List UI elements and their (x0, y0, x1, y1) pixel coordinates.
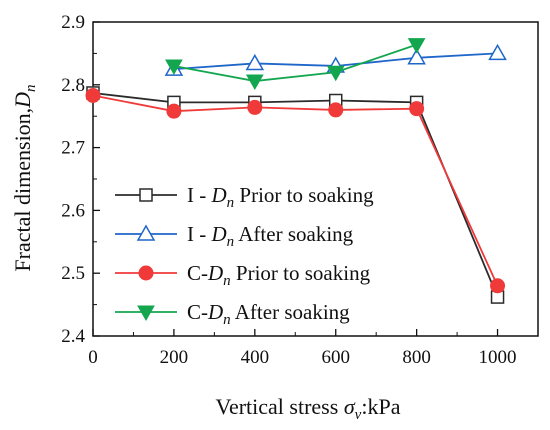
x-tick-label: 200 (160, 347, 189, 368)
legend-item-2: I - Dn After soaking (115, 222, 354, 250)
y-tick-label: 2.6 (61, 200, 85, 221)
y-tick-label: 2.4 (61, 326, 85, 347)
x-tick-label: 400 (241, 347, 270, 368)
series-layer (85, 38, 507, 304)
data-point (326, 65, 345, 82)
data-point (488, 43, 507, 61)
plot-border (92, 21, 539, 337)
y-tick-label: 2.9 (61, 12, 85, 33)
data-point (166, 103, 182, 119)
x-axis-ticks: 0 200 400 600 800 1000 (88, 329, 517, 368)
x-axis-label: Vertical stress σv:kPa (216, 394, 401, 423)
data-point (245, 53, 265, 71)
legend-marker (136, 224, 156, 241)
data-point (490, 278, 506, 294)
y-axis-label: Fractal dimension,Dn (10, 84, 39, 271)
data-point (407, 48, 426, 65)
y-axis-ticks: 2.4 2.5 2.6 2.7 2.8 2.9 (61, 12, 100, 347)
data-point (409, 101, 425, 117)
legend-item-3: C-Dn Prior to soaking (115, 261, 371, 289)
data-point (407, 38, 426, 54)
legend-marker (137, 305, 155, 322)
x-tick-label: 800 (402, 347, 431, 368)
data-point (328, 102, 344, 118)
series-4 (165, 38, 426, 91)
legend-label: C-Dn Prior to soaking (187, 261, 371, 289)
data-point (85, 87, 101, 103)
legend-marker (139, 188, 153, 202)
legend-marker (138, 265, 154, 281)
data-point (245, 74, 264, 91)
y-tick-label: 2.8 (61, 75, 85, 96)
legend-label: I - Dn After soaking (187, 222, 354, 250)
legend: I - Dn Prior to soaking I - Dn After soak… (115, 183, 374, 328)
legend-item-4: C-Dn After soaking (115, 300, 350, 328)
plot-frame (92, 21, 539, 337)
data-point (165, 59, 183, 75)
legend-item-1: I - Dn Prior to soaking (115, 183, 374, 211)
series-line (92, 92, 499, 298)
series-3 (85, 87, 506, 294)
series-line (173, 43, 417, 82)
x-tick-label: 600 (321, 347, 350, 368)
legend-label: C-Dn After soaking (187, 300, 350, 328)
legend-label: I - Dn Prior to soaking (187, 183, 374, 211)
y-tick-label: 2.5 (61, 263, 85, 284)
x-tick-label: 1000 (479, 347, 517, 368)
series-line (92, 94, 499, 287)
data-point (247, 99, 263, 115)
x-tick-label: 0 (88, 347, 98, 368)
y-tick-label: 2.7 (61, 138, 85, 159)
